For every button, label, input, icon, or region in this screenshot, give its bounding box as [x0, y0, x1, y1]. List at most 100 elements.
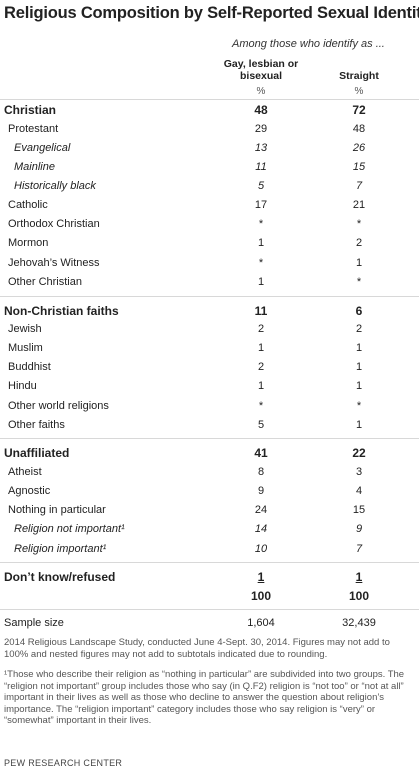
table-row: Nothing in particular 24 15 [0, 501, 419, 520]
value-straight: 72 [352, 103, 366, 117]
table-row-total: 100 100 [0, 587, 419, 606]
unit-label-straight: % [354, 86, 364, 97]
column-header-straight: Straight [339, 70, 379, 82]
value-lgb: 11 [255, 161, 267, 173]
table-row: Christian 48 72 [0, 101, 419, 120]
value-straight: 21 [352, 199, 366, 211]
table-row: Muslim 1 1 [0, 339, 419, 358]
table-row: Historically black 5 7 [0, 177, 419, 196]
value-straight: 32,439 [342, 617, 376, 629]
row-label: Don’t know/refused [4, 570, 116, 584]
value-lgb: 5 [257, 180, 265, 192]
table-row: Non-Christian faiths 11 6 [0, 302, 419, 321]
value-lgb: * [258, 218, 264, 230]
column-group-subhead: Among those who identify as ... [232, 38, 385, 50]
value-straight: 6 [355, 304, 363, 318]
table-row: Protestant 29 48 [0, 120, 419, 139]
value-lgb: 1 [257, 380, 265, 392]
value-lgb: 29 [254, 123, 268, 135]
source-note: 2014 Religious Landscape Study, conducte… [4, 637, 390, 660]
row-label: Mainline [14, 161, 55, 173]
table-row: Jehovah’s Witness * 1 [0, 254, 419, 273]
row-label: Jewish [8, 323, 42, 335]
value-straight: 7 [355, 543, 363, 555]
row-label: Sample size [4, 617, 64, 629]
table-row: Atheist 8 3 [0, 463, 419, 482]
row-label: Jehovah’s Witness [8, 257, 100, 269]
row-label: Other faiths [8, 419, 65, 431]
row-label: Unaffiliated [4, 446, 70, 460]
row-label: Catholic [8, 199, 48, 211]
value-straight: * [356, 218, 362, 230]
table-row: Catholic 17 21 [0, 196, 419, 215]
value-lgb: 17 [254, 199, 268, 211]
value-lgb: 1,604 [247, 617, 275, 629]
row-label: Atheist [8, 466, 42, 478]
row-label: Protestant [8, 123, 59, 135]
value-lgb: 14 [254, 523, 268, 535]
divider [0, 99, 419, 100]
value-straight: * [356, 276, 362, 288]
table-row: Other Christian 1 * [0, 273, 419, 292]
row-label: Christian [4, 103, 57, 117]
value-straight: 26 [352, 142, 366, 154]
table-row: Other faiths 5 1 [0, 416, 419, 435]
value-lgb: 1 [257, 570, 265, 584]
value-straight: 1 [355, 361, 363, 373]
table-row: Religion important¹ 10 7 [0, 540, 419, 559]
value-straight: 1 [355, 257, 363, 269]
table-row: Mainline 11 15 [0, 158, 419, 177]
table-row-sample-size: Sample size 1,604 32,439 [0, 614, 419, 633]
row-label: Historically black [14, 180, 96, 192]
table-row: Religion not important¹ 14 9 [0, 520, 419, 539]
value-straight: 1 [355, 419, 363, 431]
value-lgb: 5 [257, 419, 265, 431]
value-lgb: 8 [257, 466, 265, 478]
divider [0, 438, 419, 439]
value-lgb: 1 [257, 237, 265, 249]
total-lgb: 100 [250, 589, 272, 603]
row-label: Mormon [8, 237, 49, 249]
table-row: Don’t know/refused 1 1 [0, 568, 419, 587]
column-header-lgb-line1: Gay, lesbian or [223, 58, 299, 70]
column-header-lgb: Gay, lesbian or bisexual [222, 58, 300, 82]
unit-label-lgb: % [256, 86, 266, 97]
divider [0, 609, 419, 610]
value-straight: 4 [355, 485, 363, 497]
divider [0, 562, 419, 563]
value-lgb: 24 [254, 504, 268, 516]
value-lgb: * [258, 400, 264, 412]
row-label: Buddhist [8, 361, 51, 373]
row-label: Other Christian [8, 276, 82, 288]
page-title: Religious Composition by Self-Reported S… [4, 4, 419, 22]
value-straight: * [356, 400, 362, 412]
row-label: Non-Christian faiths [4, 304, 119, 318]
row-label: Muslim [8, 342, 43, 354]
value-straight: 48 [352, 123, 366, 135]
value-straight: 15 [352, 161, 366, 173]
row-label: Evangelical [14, 142, 71, 154]
value-lgb: * [258, 257, 264, 269]
row-label: Religion not important¹ [14, 523, 125, 535]
value-straight: 1 [355, 342, 363, 354]
row-label: Hindu [8, 380, 37, 392]
source-credit: PEW RESEARCH CENTER [4, 758, 123, 768]
table-row: Evangelical 13 26 [0, 139, 419, 158]
value-straight: 9 [355, 523, 363, 535]
row-label: Orthodox Christian [8, 218, 100, 230]
table-row: Orthodox Christian * * [0, 215, 419, 234]
value-lgb: 2 [257, 323, 265, 335]
row-label: Religion important¹ [14, 543, 107, 555]
value-lgb: 41 [254, 446, 268, 460]
row-label: Other world religions [8, 400, 109, 412]
value-straight: 15 [352, 504, 366, 516]
table-row: Unaffiliated 41 22 [0, 444, 419, 463]
value-straight: 2 [355, 323, 363, 335]
table-row: Buddhist 2 1 [0, 358, 419, 377]
table-row: Agnostic 9 4 [0, 482, 419, 501]
value-lgb: 10 [254, 543, 268, 555]
table-row: Hindu 1 1 [0, 377, 419, 396]
value-straight: 2 [355, 237, 363, 249]
total-straight: 100 [348, 589, 370, 603]
value-lgb: 9 [257, 485, 265, 497]
